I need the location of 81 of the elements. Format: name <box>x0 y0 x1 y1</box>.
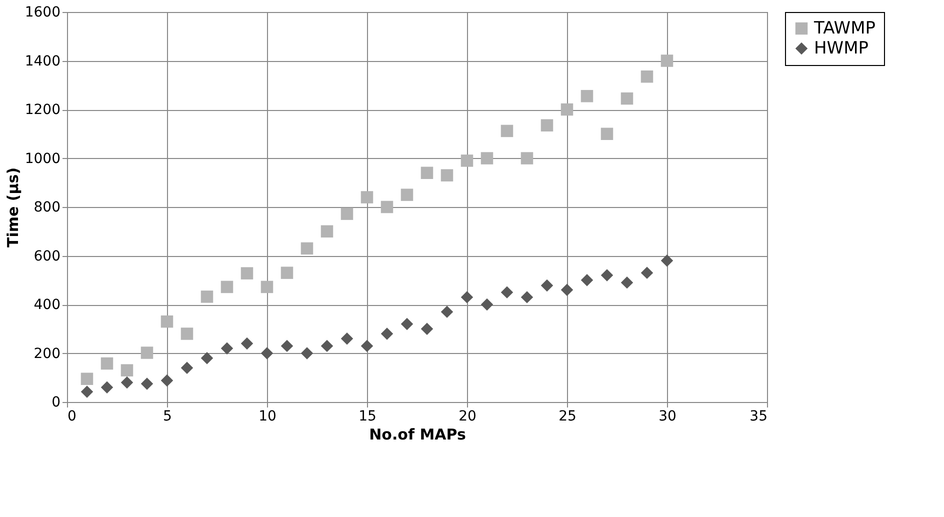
point <box>80 386 94 398</box>
x-tick-label: 20 <box>458 408 476 424</box>
point <box>420 322 434 335</box>
point <box>240 337 254 350</box>
point <box>360 191 374 204</box>
point <box>400 188 414 201</box>
point <box>520 291 534 304</box>
point <box>340 208 354 220</box>
point <box>360 340 374 352</box>
point <box>260 347 274 360</box>
point <box>640 70 654 83</box>
point <box>580 90 594 102</box>
point <box>560 284 574 296</box>
point <box>660 54 674 67</box>
point <box>160 374 174 387</box>
point <box>340 332 354 345</box>
point <box>440 306 454 318</box>
point <box>140 378 154 390</box>
y-tick-label: 1000 <box>24 150 60 167</box>
legend-label: HWMP <box>814 38 869 58</box>
point <box>100 357 114 370</box>
point <box>220 280 234 294</box>
y-axis-title: Time (µs) <box>4 167 22 248</box>
y-tick-label: 800 <box>34 200 60 216</box>
x-tick-label: 35 <box>750 408 768 424</box>
point <box>300 242 314 255</box>
point <box>80 372 94 385</box>
point <box>320 340 334 352</box>
point <box>540 279 554 292</box>
x-axis-title: No.of MAPs <box>369 426 466 444</box>
point <box>240 267 254 280</box>
point <box>460 291 474 304</box>
point <box>600 128 614 140</box>
point <box>380 328 394 340</box>
point <box>180 328 194 340</box>
point <box>300 347 314 360</box>
point <box>140 346 154 359</box>
point <box>520 152 534 164</box>
point <box>480 152 494 164</box>
legend-label: TAWMP <box>813 18 876 38</box>
point <box>540 119 554 132</box>
point <box>480 298 494 311</box>
point <box>640 266 654 279</box>
y-tick-label: 200 <box>34 346 60 362</box>
point <box>260 280 274 294</box>
point <box>220 342 234 354</box>
point <box>120 376 134 389</box>
x-tick-label: 0 <box>68 408 76 424</box>
point <box>560 103 574 116</box>
y-tick-label: 1200 <box>24 102 60 118</box>
point <box>620 276 634 289</box>
x-tick-label: 30 <box>658 408 676 424</box>
point <box>200 290 214 303</box>
point <box>200 352 214 364</box>
point <box>440 169 454 182</box>
point <box>600 269 614 282</box>
y-tick-label: 600 <box>34 248 60 264</box>
x-tick-label: 25 <box>558 408 576 424</box>
y-tick-label: 400 <box>34 297 60 313</box>
x-tick-label: 5 <box>163 408 172 424</box>
point <box>100 381 114 394</box>
y-tick-label: 0 <box>52 394 60 410</box>
point <box>580 274 594 286</box>
x-tick-label: 15 <box>358 408 376 424</box>
point <box>120 364 134 376</box>
point <box>320 225 334 238</box>
point <box>400 318 414 330</box>
point <box>500 124 514 138</box>
y-tick-label: 1600 <box>24 4 60 20</box>
point <box>280 266 294 279</box>
point <box>500 286 514 298</box>
point <box>620 92 634 105</box>
x-tick-label: 10 <box>258 408 276 424</box>
point <box>160 315 174 328</box>
point <box>280 340 294 352</box>
point <box>660 254 674 267</box>
point <box>460 154 474 167</box>
point <box>380 200 394 214</box>
y-tick-label: 1400 <box>24 53 60 70</box>
point <box>180 362 194 374</box>
point <box>420 166 434 179</box>
